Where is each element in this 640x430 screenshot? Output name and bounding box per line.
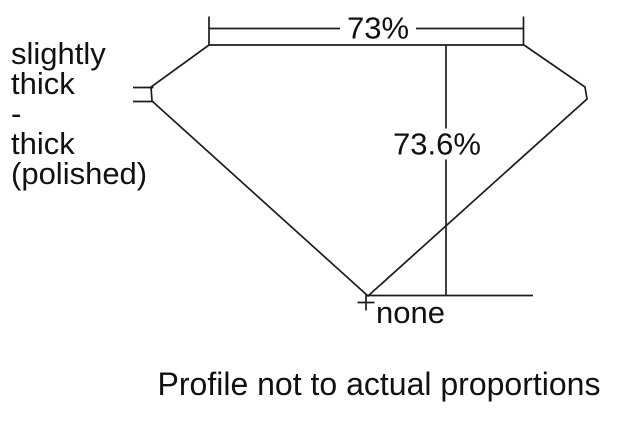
culet-marker — [357, 294, 375, 311]
girdle-label-line: - — [11, 96, 22, 131]
depth-percent-label: 73.6% — [389, 128, 485, 160]
girdle-label-line: (polished) — [11, 156, 148, 191]
girdle-label-line: slightly — [11, 36, 106, 71]
caption: Profile not to actual proportions — [157, 366, 601, 402]
diamond-outline — [150, 44, 588, 298]
girdle-label-line: thick — [11, 126, 75, 161]
table-percent-label: 73% — [339, 12, 417, 44]
girdle-label-line: thick — [11, 66, 75, 101]
culet-size-label: none — [376, 295, 445, 330]
girdle-marker — [133, 86, 154, 103]
girdle-thickness-label: slightly thick - thick (polished) — [11, 36, 148, 191]
